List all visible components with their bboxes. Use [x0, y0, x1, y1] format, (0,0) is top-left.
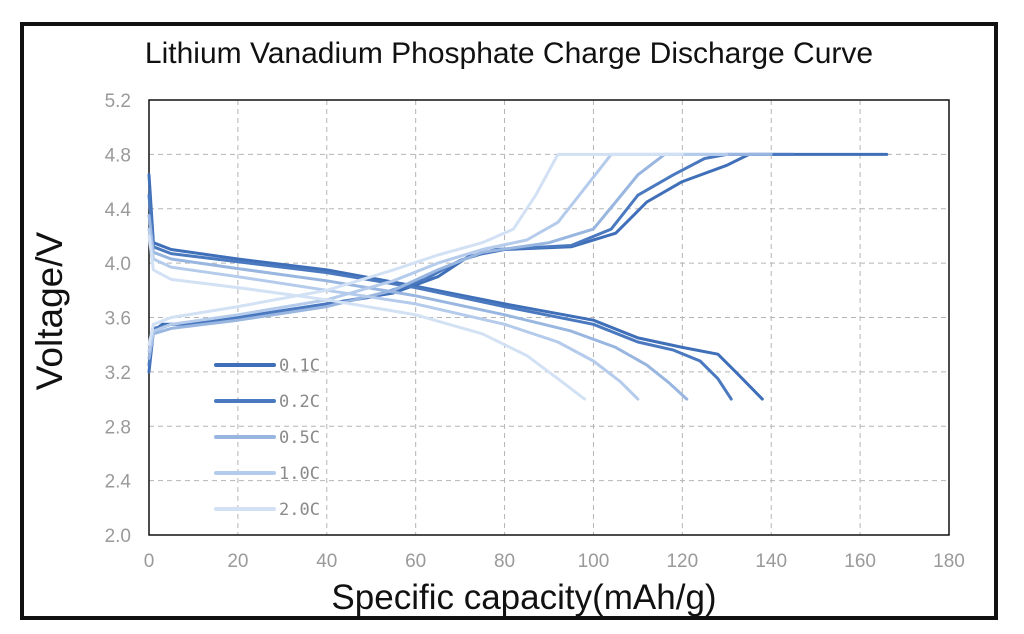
x-tick-label: 120 [666, 551, 698, 572]
legend-label: 1.0C [279, 464, 320, 484]
x-tick-label: 80 [494, 551, 515, 572]
series-lines [147, 152, 889, 401]
legend-label: 0.5C [279, 428, 320, 448]
series-1-0C [147, 152, 729, 401]
x-axis-label: Specific capacity(mAh/g) [331, 578, 716, 616]
chart-frame: 0 20 40 60 80 100 120 140 160 180 2.0 2.4 2.8 3.2 3.6 4… [20, 22, 998, 620]
discharge-curve [147, 214, 689, 401]
legend-label: 2.0C [279, 500, 320, 520]
discharge-curve [147, 234, 587, 401]
x-tick-label: 160 [844, 551, 876, 572]
legend-item: 0.5C [214, 428, 320, 448]
y-tick-label: 3.6 [105, 309, 131, 330]
y-tick-label: 2.4 [105, 472, 132, 493]
discharge-curve [147, 227, 640, 401]
legend-item: 0.1C [214, 356, 320, 376]
discharge-curve [147, 173, 764, 401]
series-0-5C [147, 152, 773, 401]
x-tick-label: 60 [405, 551, 426, 572]
legend-item: 2.0C [214, 500, 320, 520]
charge-curve [147, 152, 684, 347]
x-tick-label: 0 [144, 551, 155, 572]
chart: 0 20 40 60 80 100 120 140 160 180 2.0 2.4 2.8 3.2 3.6 4… [29, 37, 965, 616]
y-tick-label: 5.2 [105, 91, 131, 112]
x-tick-label: 40 [316, 551, 337, 572]
x-tick-label: 100 [578, 551, 610, 572]
legend-item: 1.0C [214, 464, 320, 484]
tick-labels: 0 20 40 60 80 100 120 140 160 180 2.0 2.4 2.8 3.2 3.6 4… [105, 91, 965, 572]
y-axis-label: Voltage/V [29, 231, 70, 390]
y-tick-label: 2.0 [105, 526, 131, 547]
y-tick-label: 4.4 [105, 200, 132, 221]
chart-title: Lithium Vanadium Phosphate Charge Discha… [145, 37, 873, 70]
x-tick-label: 140 [755, 551, 787, 572]
legend-label: 0.1C [279, 356, 320, 376]
x-tick-label: 20 [227, 551, 248, 572]
series-0-1C [147, 152, 889, 401]
y-tick-label: 2.8 [105, 417, 131, 438]
y-tick-label: 4.8 [105, 145, 131, 166]
charge-curve [147, 152, 729, 353]
series-2-0C [147, 152, 684, 401]
plot-area [148, 99, 950, 536]
legend-item: 0.2C [214, 392, 320, 412]
y-tick-label: 3.2 [105, 363, 131, 384]
charge-curve [147, 152, 773, 360]
grid [149, 100, 949, 535]
x-tick-label: 180 [933, 551, 965, 572]
discharge-curve [147, 193, 733, 401]
legend: 0.1C 0.2C 0.5C 1.0C 2.0C [214, 356, 320, 520]
legend-label: 0.2C [279, 392, 320, 412]
y-tick-label: 4.0 [105, 254, 131, 275]
